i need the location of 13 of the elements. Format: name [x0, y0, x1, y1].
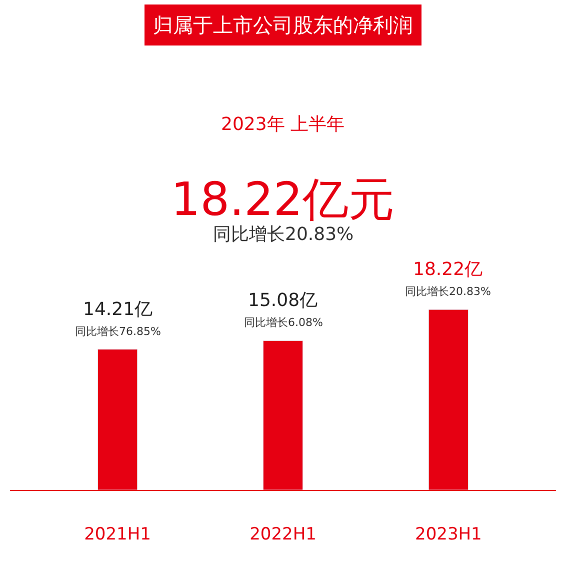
- text: 18.22亿元: [171, 172, 395, 226]
- x-tick-label: 2023H1: [415, 524, 482, 544]
- x-tick-label: 2022H1: [250, 524, 316, 544]
- annotation: 同比增长6.08%: [244, 316, 323, 329]
- data-label: 14.21亿: [83, 299, 153, 320]
- annotation: 同比增长20.83%: [405, 285, 491, 298]
- annotation: 同比增长76.85%: [75, 325, 161, 338]
- text: 同比增长20.83%: [213, 224, 354, 245]
- x-tick-label: 2021H1: [84, 524, 151, 544]
- data-label: 15.08亿: [248, 290, 318, 311]
- text: 2023年 上半年: [221, 114, 345, 135]
- chart-title: 归属于上市公司股东的净利润: [153, 13, 413, 37]
- data-label: 18.22亿: [413, 259, 483, 280]
